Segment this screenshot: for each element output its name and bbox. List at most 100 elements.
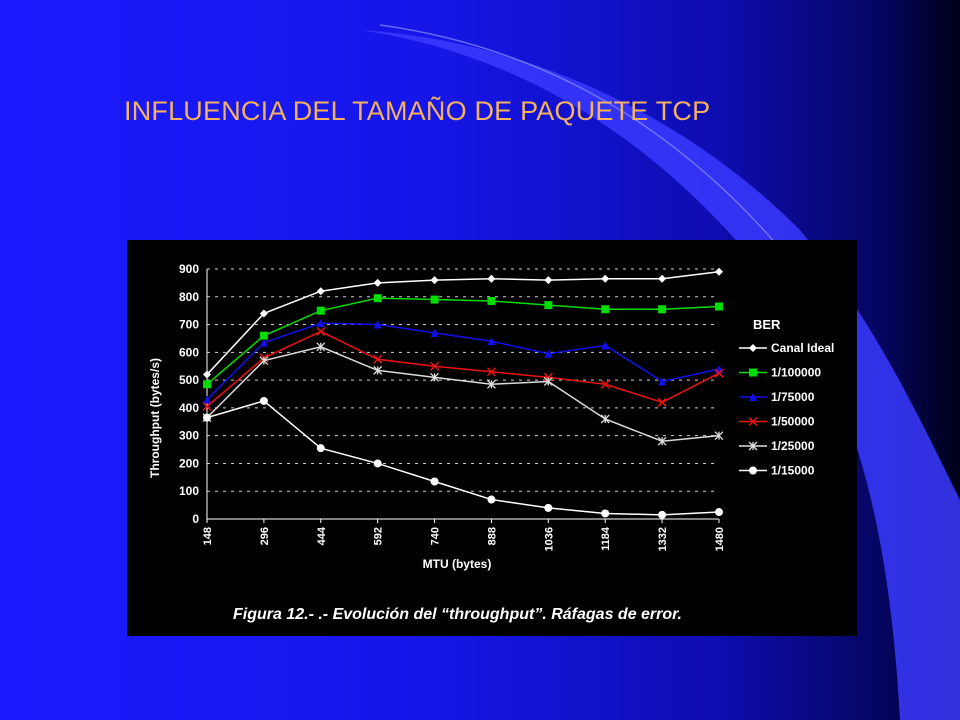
data-point (373, 278, 382, 287)
data-point (543, 372, 553, 382)
data-point (259, 356, 269, 366)
data-point (714, 431, 724, 441)
y-tick-label: 100 (179, 484, 199, 498)
data-point (373, 459, 382, 468)
y-tick-label: 700 (179, 318, 199, 332)
series-canal-ideal (203, 267, 723, 379)
legend-marker (748, 416, 758, 427)
data-point (487, 495, 496, 504)
legend-item: 1/50000 (739, 415, 815, 429)
data-point (601, 509, 610, 518)
data-point (259, 338, 268, 347)
data-point (316, 342, 326, 352)
chart-series (202, 267, 724, 519)
legend-marker (749, 344, 757, 352)
x-tick-label: 888 (486, 527, 498, 545)
data-point (259, 396, 268, 405)
y-tick-label: 900 (179, 262, 199, 276)
data-point (373, 294, 382, 303)
x-axis-label: MTU (bytes) (423, 557, 492, 571)
y-tick-label: 200 (179, 456, 199, 470)
data-point (600, 414, 610, 424)
data-point (430, 477, 439, 486)
series-1-75000 (203, 319, 723, 404)
legend-item: 1/15000 (739, 464, 815, 478)
legend-marker (749, 466, 757, 475)
series-1-50000 (202, 326, 724, 412)
data-point (316, 319, 325, 328)
data-point (373, 365, 383, 375)
data-point (430, 295, 439, 304)
data-point (543, 377, 553, 386)
data-point (601, 305, 610, 314)
series-1-25000 (202, 342, 724, 446)
legend-item: Canal Ideal (739, 341, 834, 355)
data-point (430, 276, 439, 285)
y-tick-label: 600 (179, 345, 199, 359)
y-axis-label: Throughput (bytes/s) (148, 358, 162, 478)
series-1-100000 (203, 294, 723, 389)
data-point (600, 379, 610, 389)
data-point (486, 379, 496, 389)
series-line (206, 345, 720, 442)
series-line (206, 330, 720, 408)
data-point (316, 287, 325, 296)
data-point (203, 370, 211, 379)
x-tick-label: 1332 (657, 527, 669, 551)
data-point (202, 401, 212, 412)
chart-axes (206, 269, 720, 523)
legend-label: 1/75000 (771, 390, 815, 404)
legend-label: 1/25000 (771, 439, 815, 453)
data-point (203, 413, 211, 422)
data-point (259, 331, 268, 340)
data-point (316, 326, 326, 337)
data-point (544, 503, 553, 512)
data-point (657, 436, 667, 446)
legend-item: 1/75000 (739, 390, 815, 404)
data-point (658, 377, 667, 386)
data-point (487, 296, 496, 305)
data-point (203, 395, 211, 404)
legend-label: 1/100000 (771, 366, 821, 380)
y-tick-label: 0 (192, 512, 199, 526)
data-point (373, 320, 382, 329)
data-point (486, 367, 496, 377)
data-point (544, 301, 553, 310)
y-tick-label: 800 (179, 290, 199, 304)
series-line (206, 297, 720, 385)
y-tick-label: 500 (179, 373, 199, 387)
slide-title: INFLUENCIA DEL TAMAÑO DE PAQUETE TCP (124, 96, 711, 126)
legend-item: 1/25000 (739, 439, 815, 453)
x-tick-label: 592 (373, 527, 385, 545)
legend-marker (749, 393, 757, 401)
series-line (206, 322, 720, 401)
chart-panel: 0 100 200 300 400 500 600 700 800 900 148 296 444 59… (127, 240, 857, 636)
x-tick-label: 740 (430, 527, 442, 545)
series-1-15000 (203, 396, 723, 519)
x-tick-label: 444 (316, 526, 328, 545)
legend-marker (748, 441, 758, 451)
legend-label: Canal Ideal (771, 341, 834, 355)
throughput-chart: 0 100 200 300 400 500 600 700 800 900 148 296 444 59… (148, 262, 834, 571)
data-point (203, 380, 211, 389)
data-point (544, 276, 553, 285)
legend-title: BER (753, 317, 781, 332)
data-point (430, 328, 439, 337)
figure-caption: Figura 12.- .- Evolución del “throughput… (233, 606, 682, 623)
legend-label: 1/15000 (771, 464, 815, 478)
data-point (487, 337, 496, 346)
legend-marker (749, 368, 757, 377)
data-point (715, 508, 723, 517)
data-point (658, 274, 667, 283)
data-point (715, 302, 723, 311)
legend-label: 1/50000 (771, 415, 815, 429)
data-point (430, 372, 440, 382)
data-point (544, 349, 553, 358)
series-line (206, 400, 720, 516)
data-point (259, 309, 268, 318)
series-line (206, 271, 720, 376)
y-tick-labels: 0 100 200 300 400 500 600 700 800 900 (179, 262, 199, 526)
x-tick-label: 1480 (714, 527, 726, 551)
y-tick-label: 400 (179, 401, 199, 415)
data-point (487, 274, 496, 283)
